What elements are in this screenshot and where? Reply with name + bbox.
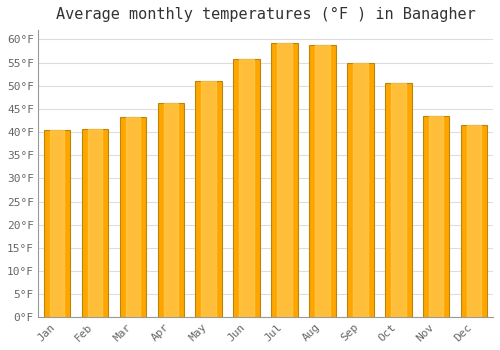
Bar: [347, 63, 374, 317]
Bar: [202, 81, 216, 317]
Bar: [385, 83, 411, 317]
Bar: [461, 125, 487, 317]
Bar: [277, 43, 292, 317]
Bar: [126, 117, 140, 317]
Bar: [164, 103, 178, 317]
Bar: [467, 125, 481, 317]
Bar: [88, 129, 102, 317]
Bar: [272, 43, 298, 317]
Bar: [391, 83, 406, 317]
Bar: [309, 46, 336, 317]
Bar: [120, 117, 146, 317]
Bar: [196, 81, 222, 317]
Bar: [240, 59, 254, 317]
Bar: [82, 129, 108, 317]
Title: Average monthly temperatures (°F ) in Banagher: Average monthly temperatures (°F ) in Ba…: [56, 7, 476, 22]
Bar: [429, 116, 444, 317]
Bar: [50, 130, 64, 317]
Bar: [44, 130, 70, 317]
Bar: [234, 59, 260, 317]
Bar: [353, 63, 368, 317]
Bar: [423, 116, 450, 317]
Bar: [158, 103, 184, 317]
Bar: [315, 46, 330, 317]
